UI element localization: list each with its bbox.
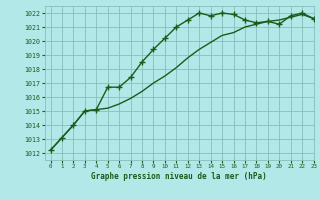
X-axis label: Graphe pression niveau de la mer (hPa): Graphe pression niveau de la mer (hPa) <box>91 172 267 181</box>
